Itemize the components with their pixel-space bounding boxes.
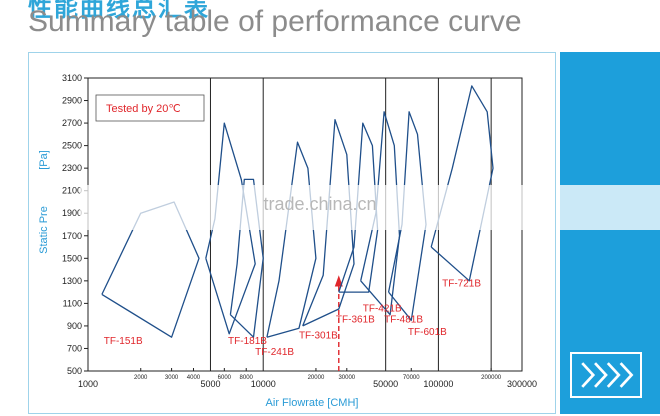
x-minor-tick-label: 6000: [218, 375, 232, 381]
annotation-box: [95, 94, 205, 122]
x-tick-label: 10000: [251, 379, 276, 389]
y-tick-label: 1300: [62, 276, 82, 286]
y-tick-label: 1900: [62, 208, 82, 218]
series-label-tf-241b: TF-241B: [255, 347, 294, 358]
y-axis-label: Static Pre: [38, 206, 50, 254]
y-tick-label: 2300: [62, 163, 82, 173]
y-tick-label: 500: [67, 366, 82, 376]
y-tick-label: 1100: [63, 298, 82, 308]
y-tick-label: 1700: [62, 231, 82, 241]
annotation-text: Tested by 20℃: [106, 103, 181, 115]
x-tick-label: 1000: [78, 379, 98, 389]
chinese-title: 性能曲线总汇表: [28, 0, 210, 22]
y-tick-label: 1500: [62, 253, 82, 263]
y-tick-label: 2900: [62, 96, 82, 106]
y-axis-unit: [Pa]: [38, 150, 50, 170]
y-tick-label: 700: [67, 343, 82, 353]
y-tick-label: 2500: [62, 141, 82, 151]
series-label-tf-361b: TF-361B: [336, 315, 375, 326]
series-label-tf-481b: TF-481B: [384, 315, 423, 326]
x-minor-tick-label: 2000: [134, 375, 148, 381]
y-tick-label: 3100: [62, 73, 82, 83]
y-tick-label: 2100: [62, 186, 82, 196]
chevrons-right-icon: [581, 362, 634, 388]
series-curve-tf-301b: [266, 141, 317, 338]
series-label-tf-181b: TF-181B: [228, 336, 267, 347]
x-minor-tick-label: 3000: [165, 375, 179, 381]
series-label-tf-601b: TF-601B: [408, 327, 447, 338]
x-minor-tick-label: 8000: [240, 375, 254, 381]
next-button[interactable]: [570, 352, 642, 398]
x-minor-tick-label: 4000: [187, 375, 201, 381]
watermark-text: trade.china.cn: [263, 194, 376, 214]
series-label-tf-151b: TF-151B: [104, 336, 143, 347]
series-curve-tf-241b: [229, 178, 264, 338]
x-minor-tick-label: 30000: [338, 375, 355, 381]
series-label-tf-301b: TF-301B: [299, 330, 338, 341]
series-curve-tf-721b: [430, 85, 494, 282]
x-minor-tick-label: 20000: [308, 375, 325, 381]
x-minor-tick-label: 70000: [403, 375, 420, 381]
series-curve-tf-361b: [302, 119, 355, 327]
watermark-band: [80, 185, 550, 230]
x-tick-label: 5000: [200, 379, 220, 389]
series-curve-tf-421b: [338, 122, 379, 293]
x-tick-label: 100000: [423, 379, 453, 389]
annotation-layer: Tested by 20℃: [95, 94, 205, 122]
x-tick-label: 50000: [373, 379, 398, 389]
highlight-arrow-icon: [334, 275, 343, 287]
side-panel-highlight: [560, 185, 660, 230]
x-axis-label: Air Flowrate [CMH]: [266, 397, 359, 409]
x-minor-tick-label: 200000: [481, 375, 502, 381]
page-title: Summary table of performance curve: [28, 5, 522, 38]
y-tick-label: 2700: [62, 118, 82, 128]
series-label-tf-721b: TF-721B: [442, 278, 481, 289]
x-tick-label: 300000: [507, 379, 537, 389]
series-label-tf-421b: TF-421B: [363, 303, 402, 314]
y-tick-label: 900: [67, 321, 82, 331]
